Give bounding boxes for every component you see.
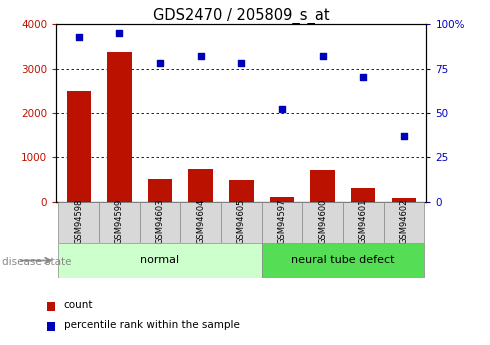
Bar xyxy=(107,52,131,202)
Bar xyxy=(58,243,262,278)
Text: GSM94604: GSM94604 xyxy=(196,199,205,244)
Point xyxy=(400,133,408,139)
Point xyxy=(359,75,367,80)
Bar xyxy=(392,198,416,202)
Text: disease state: disease state xyxy=(2,257,72,267)
Bar xyxy=(302,202,343,243)
Text: count: count xyxy=(64,300,93,310)
Bar xyxy=(229,180,253,202)
Bar xyxy=(99,202,140,243)
Title: GDS2470 / 205809_s_at: GDS2470 / 205809_s_at xyxy=(153,8,330,24)
Bar xyxy=(58,202,99,243)
Point xyxy=(318,53,326,59)
Point xyxy=(197,53,205,59)
Bar xyxy=(221,202,262,243)
Point xyxy=(156,60,164,66)
Bar xyxy=(270,197,294,202)
Text: percentile rank within the sample: percentile rank within the sample xyxy=(64,320,240,330)
Point xyxy=(278,107,286,112)
Bar xyxy=(262,243,424,278)
Bar xyxy=(148,179,172,202)
Text: GSM94605: GSM94605 xyxy=(237,199,246,244)
Point xyxy=(116,30,123,36)
Text: normal: normal xyxy=(141,256,179,265)
Text: neural tube defect: neural tube defect xyxy=(291,256,395,265)
Bar xyxy=(343,202,384,243)
Text: GSM94600: GSM94600 xyxy=(318,199,327,244)
Text: GSM94603: GSM94603 xyxy=(155,199,165,245)
Bar xyxy=(384,202,424,243)
Bar xyxy=(189,169,213,202)
Bar xyxy=(180,202,221,243)
Bar xyxy=(140,202,180,243)
Bar xyxy=(311,170,335,202)
Point xyxy=(237,60,245,66)
Text: GSM94598: GSM94598 xyxy=(74,199,83,244)
Text: GSM94599: GSM94599 xyxy=(115,199,124,244)
Bar xyxy=(47,302,55,310)
Point xyxy=(75,34,83,39)
Bar xyxy=(67,91,91,202)
Text: GSM94597: GSM94597 xyxy=(277,199,287,244)
Text: GSM94601: GSM94601 xyxy=(359,199,368,244)
Bar xyxy=(262,202,302,243)
Bar xyxy=(47,322,55,331)
Bar xyxy=(351,188,375,202)
Text: GSM94602: GSM94602 xyxy=(399,199,409,244)
